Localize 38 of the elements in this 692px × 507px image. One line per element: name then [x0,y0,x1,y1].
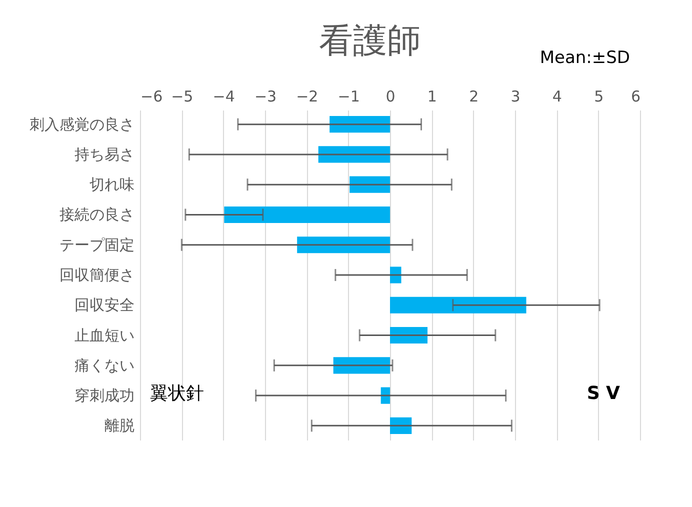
y-tick-label: 切れ味 [90,176,134,194]
bar [390,266,402,284]
bar [390,296,526,314]
x-tick-label: 6 [630,88,640,106]
x-tick-label: −4 [212,88,235,106]
bar [330,116,390,133]
text: Mean:±SD [540,48,630,68]
bar [390,326,428,344]
y-tick-label: 回収安全 [74,296,134,314]
y-tick-label: 痛くない [74,356,134,374]
x-tick-label: 5 [594,88,604,106]
y-tick-label: 回収簡便さ [60,266,134,284]
x-tick-label: 1 [427,88,437,106]
y-tick-label: 持ち易さ [74,145,134,164]
x-tick-label: 0 [386,88,396,106]
x-tick-label: −2 [296,88,318,106]
y-tick-label: テープ固定 [60,236,134,254]
bar [318,146,390,163]
annotation: 翼状針 [150,382,204,404]
x-tick-label: 2 [469,88,479,106]
bar [350,176,390,193]
x-tick-label: −5 [171,88,194,106]
y-tick-label: 穿刺成功 [74,386,134,405]
y-tick-label: 刺入感覚の良さ [30,115,134,134]
y-tick-label: 止血短い [74,326,134,344]
bar [224,206,390,224]
x-tick-label: −6 [140,88,163,106]
annotation: S V [586,382,620,404]
x-tick-label: −1 [338,88,360,106]
x-tick-label: −3 [254,88,277,106]
y-tick-label: 接続の良さ [60,206,134,224]
x-tick-label: 3 [510,88,520,106]
y-tick-label: 離脱 [104,416,134,435]
bar [333,357,390,374]
x-tick-label: 4 [552,88,562,106]
bar [390,417,412,434]
bar [297,236,390,254]
chart-title: 看護師 [319,21,421,61]
